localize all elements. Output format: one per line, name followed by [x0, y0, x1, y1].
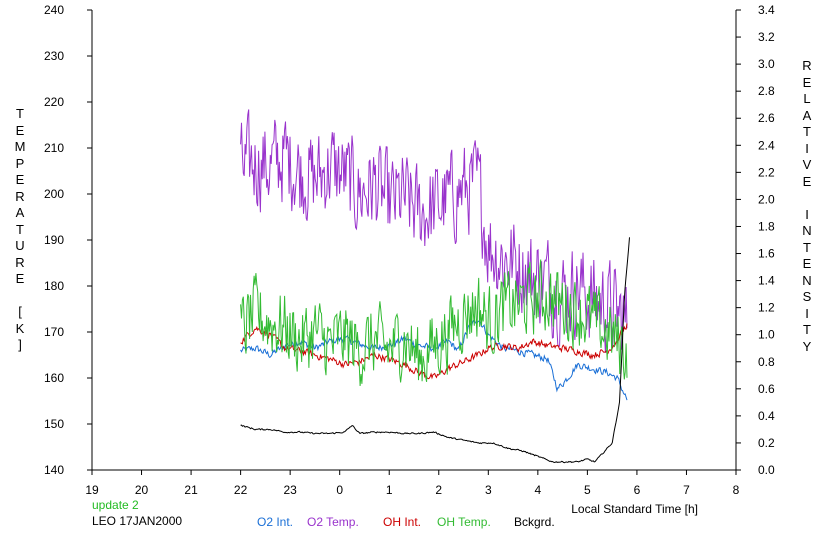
- x-tick-label: 5: [584, 483, 591, 497]
- left-tick-label: 200: [44, 187, 64, 201]
- axes-layer: [91, 10, 737, 471]
- oh-temp-line: [240, 259, 628, 387]
- right-tick-label: 1.2: [758, 301, 775, 315]
- ticks-layer: 1401501601701801902002102202302400.00.20…: [44, 3, 775, 529]
- left-tick-label: 150: [44, 417, 64, 431]
- x-tick-label: 21: [184, 483, 198, 497]
- x-axis-label: Local Standard Time [h]: [571, 502, 698, 516]
- x-tick-label: 4: [535, 483, 542, 497]
- x-tick-label: 6: [634, 483, 641, 497]
- right-tick-label: 1.0: [758, 328, 775, 342]
- x-tick-label: 22: [234, 483, 248, 497]
- station-date: LEO 17JAN2000: [92, 514, 183, 528]
- legend-entry: OH Temp.: [437, 515, 491, 529]
- oh-int-line: [240, 323, 628, 380]
- bckgrd-line: [240, 237, 630, 464]
- right-tick-label: 3.2: [758, 30, 775, 44]
- right-tick-label: 0.0: [758, 463, 775, 477]
- left-tick-label: 220: [44, 95, 64, 109]
- o2-temp-line: [240, 109, 628, 353]
- x-tick-label: 2: [435, 483, 442, 497]
- right-tick-label: 0.6: [758, 382, 775, 396]
- right-tick-label: 3.0: [758, 57, 775, 71]
- x-tick-label: 23: [283, 483, 297, 497]
- left-tick-label: 140: [44, 463, 64, 477]
- x-tick-label: 8: [733, 483, 740, 497]
- right-tick-label: 2.6: [758, 111, 775, 125]
- x-tick-label: 20: [135, 483, 149, 497]
- left-tick-label: 210: [44, 141, 64, 155]
- left-tick-label: 190: [44, 233, 64, 247]
- x-tick-label: 3: [485, 483, 492, 497]
- right-tick-label: 2.8: [758, 84, 775, 98]
- x-tick-label: 1: [386, 483, 393, 497]
- x-tick-label: 0: [336, 483, 343, 497]
- x-tick-label: 7: [683, 483, 690, 497]
- legend-entry: OH Int.: [383, 515, 421, 529]
- right-tick-label: 2.4: [758, 138, 775, 152]
- update-text: update 2: [92, 498, 139, 512]
- right-tick-label: 1.4: [758, 274, 775, 288]
- legend-entry: Bckgrd.: [514, 515, 555, 529]
- right-tick-label: 0.4: [758, 409, 775, 423]
- left-tick-label: 180: [44, 279, 64, 293]
- right-tick-label: 0.8: [758, 355, 775, 369]
- right-tick-label: 0.2: [758, 436, 775, 450]
- left-tick-label: 170: [44, 325, 64, 339]
- right-tick-label: 2.2: [758, 165, 775, 179]
- legend-entry: O2 Temp.: [307, 515, 359, 529]
- right-tick-label: 3.4: [758, 3, 775, 17]
- left-tick-label: 160: [44, 371, 64, 385]
- legend-entry: O2 Int.: [257, 515, 293, 529]
- left-tick-label: 240: [44, 3, 64, 17]
- x-tick-label: 19: [85, 483, 99, 497]
- left-tick-label: 230: [44, 49, 64, 63]
- series-layer: [240, 109, 630, 464]
- right-tick-label: 1.8: [758, 219, 775, 233]
- right-tick-label: 2.0: [758, 192, 775, 206]
- right-tick-label: 1.6: [758, 247, 775, 261]
